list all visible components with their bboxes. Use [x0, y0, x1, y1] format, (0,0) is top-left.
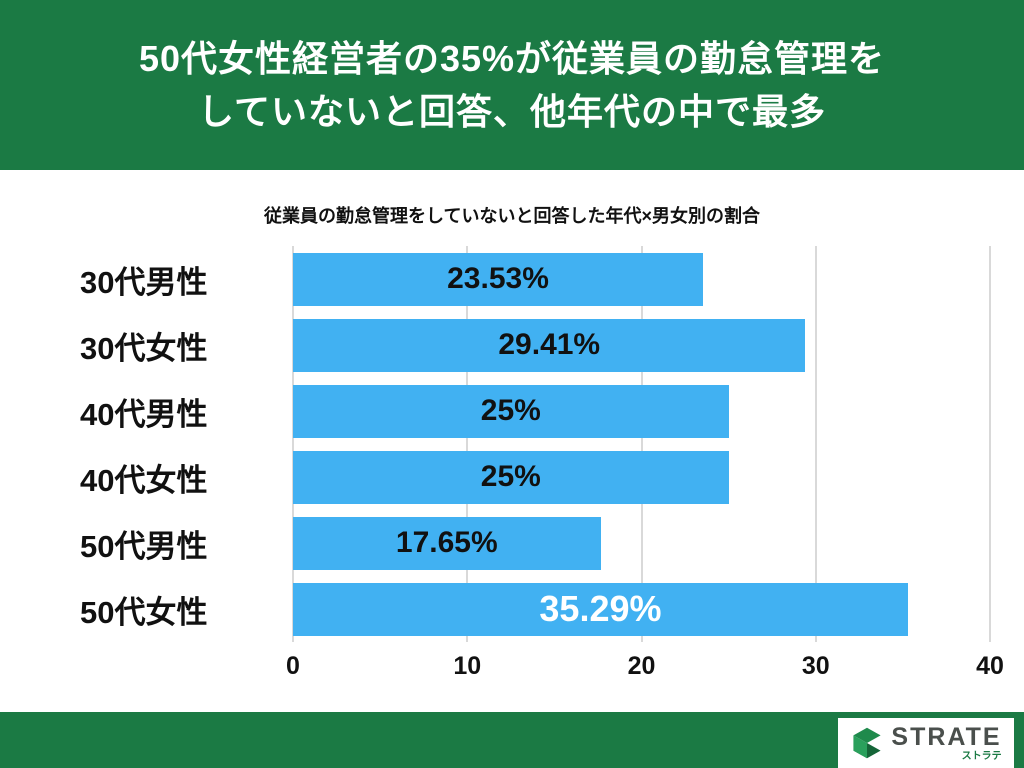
bar-value-label: 29.41% — [498, 328, 601, 361]
category-label: 30代女性 — [80, 330, 208, 366]
chart-row: 50代女性 35.29% — [80, 576, 990, 642]
category-label: 40代男性 — [80, 396, 208, 432]
bar: 29.41% — [293, 318, 806, 372]
chart-row: 30代女性 29.41% — [80, 312, 990, 378]
bar: 35.29% — [293, 582, 908, 636]
header-title-line-2: していないと回答、他年代の中で最多 — [198, 91, 826, 132]
row-plot-area: 23.53% — [293, 252, 990, 306]
x-axis: 0 10 20 30 40 — [80, 642, 1004, 686]
x-axis-track: 0 10 20 30 40 — [286, 642, 1004, 686]
bar: 25% — [293, 384, 729, 438]
gridlines — [292, 246, 991, 642]
chart-row: 50代男性 17.65% — [80, 510, 990, 576]
bar-value-label: 23.53% — [447, 262, 549, 295]
category-label: 50代男性 — [80, 528, 208, 564]
x-tick-label: 40 — [976, 652, 1004, 680]
x-tick-label: 0 — [286, 652, 300, 680]
footer-logo-box: STRATE ストラテ — [838, 718, 1014, 768]
x-axis-spacer — [80, 642, 293, 686]
gridline — [640, 246, 643, 642]
x-tick-label: 30 — [801, 652, 830, 680]
x-tick-label: 20 — [627, 652, 656, 680]
bar-chart: 30代男性 23.53% 30代女性 29.41% 40代男性 25% 40代女性 25% 50… — [0, 246, 1024, 686]
strate-logo-icon — [853, 727, 882, 759]
x-tick-label: 10 — [453, 652, 482, 680]
chart-body: 30代男性 23.53% 30代女性 29.41% 40代男性 25% 40代女性 25% 50… — [80, 246, 1004, 686]
bar-value-label: 35.29% — [539, 588, 662, 629]
footer-bar: STRATE ストラテ — [0, 712, 1024, 768]
header-title-line-1: 50代女性経営者の35%が従業員の勤怠管理を — [138, 38, 886, 79]
brand-subtitle: ストラテ — [961, 750, 1002, 762]
category-label: 50代女性 — [80, 594, 208, 630]
brand-name: STRATE — [891, 722, 1002, 751]
row-plot-area: 25% — [293, 450, 990, 504]
brand-text-group: STRATE ストラテ — [891, 722, 1002, 762]
gridline — [466, 246, 469, 642]
bar-value-label: 25% — [480, 394, 541, 427]
bar: 23.53% — [293, 252, 703, 306]
chart-rows: 30代男性 23.53% 30代女性 29.41% 40代男性 25% 40代女性 25% 50… — [80, 246, 990, 642]
bar-value-label: 25% — [480, 460, 541, 493]
row-plot-area: 29.41% — [293, 318, 990, 372]
chart-title: 従業員の勤怠管理をしていないと回答した年代×男女別の割合 — [264, 206, 760, 226]
header-banner: 50代女性経営者の35%が従業員の勤怠管理を していないと回答、他年代の中で最多 — [0, 0, 1024, 170]
bar: 25% — [293, 450, 729, 504]
row-plot-area: 25% — [293, 384, 990, 438]
bar: 17.65% — [293, 516, 601, 570]
chart-row: 40代男性 25% — [80, 378, 990, 444]
chart-row: 40代女性 25% — [80, 444, 990, 510]
row-plot-area: 35.29% — [293, 582, 990, 636]
gridline — [989, 246, 991, 642]
gridline — [292, 246, 294, 642]
chart-row: 30代男性 23.53% — [80, 246, 990, 312]
category-label: 40代女性 — [80, 462, 208, 498]
bar-value-label: 17.65% — [395, 526, 498, 559]
category-label: 30代男性 — [80, 264, 208, 300]
row-plot-area: 17.65% — [293, 516, 990, 570]
gridline — [814, 246, 817, 642]
